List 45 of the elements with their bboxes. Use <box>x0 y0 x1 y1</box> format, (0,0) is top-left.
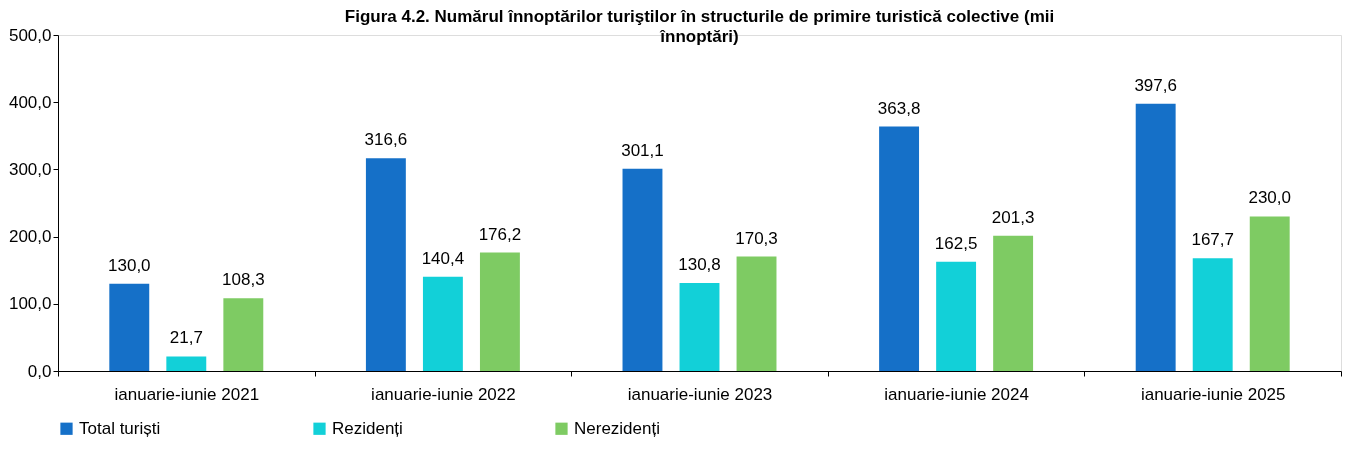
data-label: 140,4 <box>421 248 465 268</box>
data-label: 316,6 <box>364 130 408 150</box>
data-label: 162,5 <box>934 233 978 253</box>
data-label: 230,0 <box>1248 188 1291 208</box>
legend-label: Rezidenți <box>332 418 403 438</box>
bar <box>622 168 663 371</box>
x-tick-label: ianuarie-iunie 2025 <box>1140 384 1286 404</box>
bar <box>679 283 720 371</box>
bar <box>1249 216 1290 371</box>
y-tick-label: 100,0 <box>8 294 52 314</box>
y-tick-label: 400,0 <box>8 92 52 112</box>
data-label: 201,3 <box>991 207 1035 227</box>
data-label: 397,6 <box>1134 75 1177 95</box>
x-tick-label: ianuarie-iunie 2023 <box>627 384 773 404</box>
legend-label: Nerezidenți <box>574 418 660 438</box>
bar <box>1135 103 1176 371</box>
y-tick-label: 0,0 <box>27 361 52 381</box>
bar <box>422 276 463 371</box>
data-label: 167,7 <box>1191 230 1234 250</box>
bar <box>879 126 920 371</box>
bar <box>936 261 977 371</box>
data-label: 130,0 <box>108 255 151 275</box>
bar <box>1192 258 1233 371</box>
legend-label: Total turiști <box>79 418 161 438</box>
bar <box>736 256 777 371</box>
y-tick-label: 500,0 <box>8 25 52 45</box>
bar <box>109 283 150 371</box>
x-tick-label: ianuarie-iunie 2022 <box>371 384 516 404</box>
x-tick-label: ianuarie-iunie 2021 <box>114 384 260 404</box>
data-label: 130,8 <box>678 255 721 275</box>
chart-title: Figura 4.2. Numărul înnoptărilor turiştilor în structurile de primire turistică colective (mii înnoptări) <box>344 7 1055 46</box>
data-label: 21,7 <box>169 328 203 348</box>
bar <box>365 158 406 371</box>
data-label: 301,1 <box>621 140 664 160</box>
bar <box>223 298 264 371</box>
bar <box>993 235 1034 371</box>
data-label: 170,3 <box>735 228 778 248</box>
data-label: 108,3 <box>222 270 265 290</box>
x-tick-label: ianuarie-iunie 2024 <box>884 384 1029 404</box>
data-label: 363,8 <box>877 98 921 118</box>
y-tick-label: 300,0 <box>8 159 52 179</box>
bar <box>166 356 207 371</box>
y-tick-label: 200,0 <box>8 227 52 247</box>
data-label: 176,2 <box>478 224 522 244</box>
bar <box>479 252 520 371</box>
